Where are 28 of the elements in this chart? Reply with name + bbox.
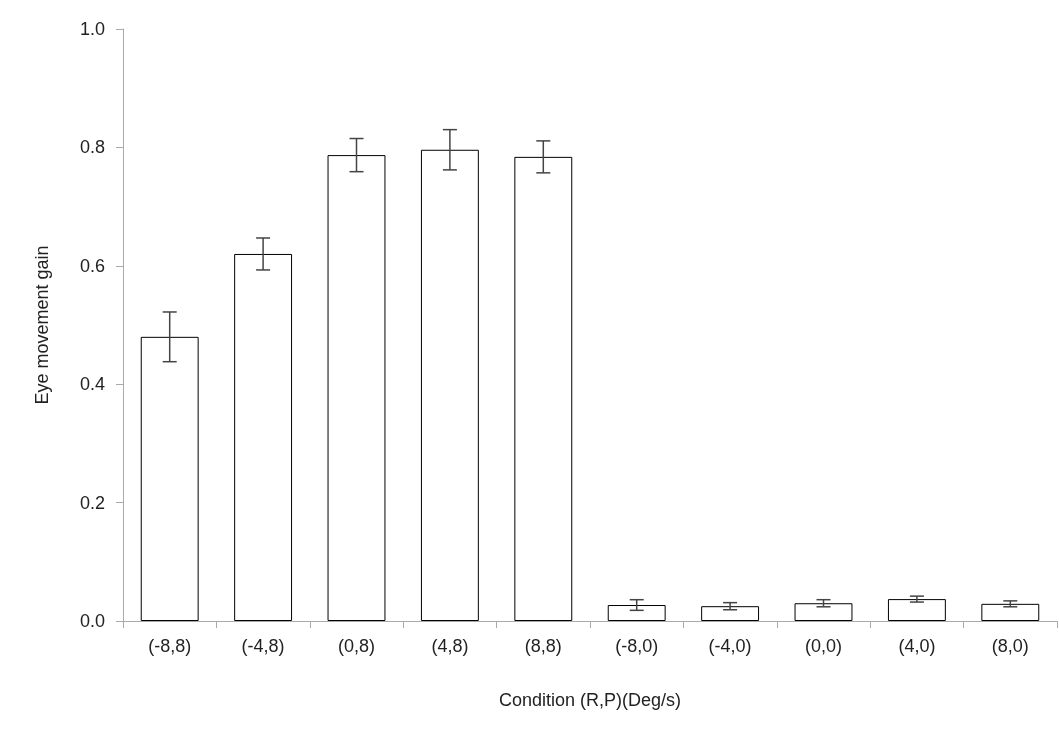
y-tick-label: 0.8 [79, 137, 105, 158]
x-tick-label: (-8,0) [615, 636, 659, 656]
y-tick-label: 0.2 [79, 492, 105, 513]
x-tick-label: (0,8) [337, 636, 376, 656]
bar [607, 605, 666, 621]
x-tick-label: (-4,0) [708, 636, 752, 656]
y-axis-title: Eye movement gain [32, 245, 52, 405]
x-tick-label: (4,8) [431, 636, 469, 656]
x-tick-label: (-8,8) [148, 636, 192, 656]
bar [887, 599, 946, 621]
x-tick-label: (8,0) [991, 636, 1029, 656]
bar [514, 156, 573, 621]
bar [420, 149, 479, 621]
x-tick-label: (-4,8) [241, 636, 285, 656]
bar [234, 253, 293, 621]
y-tick-label: 0.4 [79, 374, 105, 395]
bar [327, 155, 386, 621]
y-tick-label: 1.0 [79, 19, 105, 39]
bar [140, 336, 199, 621]
bar [981, 603, 1040, 621]
x-tick-label: (4,0) [898, 636, 936, 656]
x-tick-label: (0,0) [804, 636, 843, 656]
y-tick-label: 0.6 [79, 255, 105, 276]
bar [701, 606, 760, 621]
x-axis-title: Condition (R,P)(Deg/s) [498, 690, 682, 710]
x-tick-label: (8,8) [524, 636, 562, 656]
bar [794, 603, 853, 621]
y-tick-label: 0.0 [79, 611, 105, 631]
